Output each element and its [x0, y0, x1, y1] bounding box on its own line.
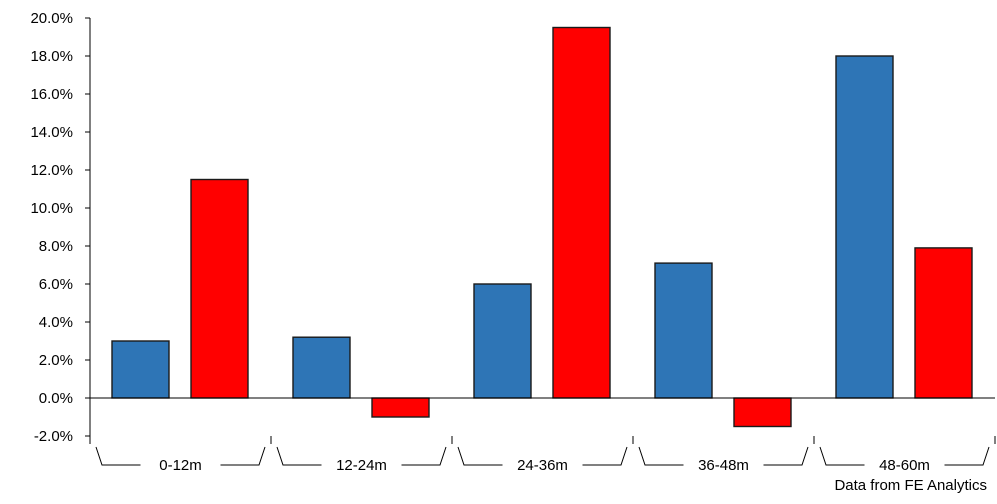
y-tick-label: 14.0% — [30, 124, 73, 141]
y-tick-label: 6.0% — [39, 276, 73, 293]
x-category-label: 12-24m — [336, 457, 387, 474]
y-tick-label: 16.0% — [30, 86, 73, 103]
x-category-labels: 0-12m 12-24m 24-36m 36-48m 48-60m — [95, 446, 990, 474]
x-category-bracket-left — [638, 446, 684, 466]
y-tick-label: 10.0% — [30, 200, 73, 217]
y-tick-label: 2.0% — [39, 352, 73, 369]
y-tick-label: 8.0% — [39, 238, 73, 255]
bar-series1-24-36m — [473, 283, 532, 399]
x-category-label: 48-60m — [879, 457, 930, 474]
bar-series1-12-24m — [292, 336, 351, 399]
x-category-label: 0-12m — [159, 457, 202, 474]
x-category-bracket-left — [457, 446, 503, 466]
y-tick-label: 20.0% — [30, 10, 73, 27]
x-category-bracket-right — [763, 446, 809, 466]
bar-series2-48-60m — [914, 247, 973, 399]
bar-series2-24-36m — [552, 26, 611, 399]
bar-series1-0-12m — [111, 340, 170, 399]
y-tick-label: 12.0% — [30, 162, 73, 179]
axis-layer — [85, 17, 996, 444]
y-tick-label: 4.0% — [39, 314, 73, 331]
y-tick-label: 18.0% — [30, 48, 73, 65]
x-category-bracket-right — [582, 446, 628, 466]
y-tick-labels: 20.0% 18.0% 16.0% 14.0% 12.0% 10.0% 8.0% 6.0% 4.… — [30, 10, 73, 445]
x-category-bracket-left — [95, 446, 141, 466]
x-category-label: 36-48m — [698, 457, 749, 474]
bar-series1-48-60m — [835, 55, 894, 399]
x-category-bracket-left — [276, 446, 322, 466]
y-tick-label: 0.0% — [39, 390, 73, 407]
bar-series2-12-24m — [371, 397, 430, 418]
bars-layer — [111, 26, 973, 428]
x-category-bracket-right — [401, 446, 447, 466]
x-category-bracket-right — [220, 446, 266, 466]
x-category-label: 24-36m — [517, 457, 568, 474]
bar-series2-0-12m — [190, 178, 249, 399]
x-category-bracket-left — [819, 446, 865, 466]
y-tick-label: -2.0% — [34, 428, 73, 445]
bar-series1-36-48m — [654, 262, 713, 399]
source-note: Data from FE Analytics — [834, 477, 987, 494]
bar-series2-36-48m — [733, 397, 792, 428]
x-category-bracket-right — [944, 446, 990, 466]
